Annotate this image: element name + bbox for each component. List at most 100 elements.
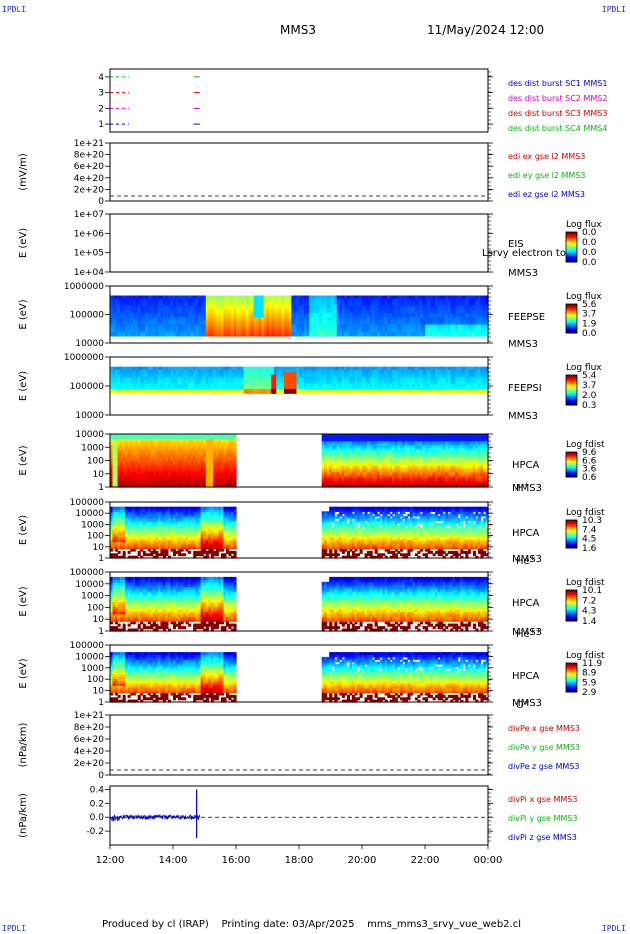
feepsi-ytick-label: 10000 [75,411,104,421]
edi-legend-entry: edi ex gse l2 MMS3 [508,152,585,161]
divpe-ytick-label: 6e+20 [74,735,105,745]
hpca_he2-spectrogram [110,577,489,632]
edi-ytick-label: 1e+21 [74,139,104,149]
feepse-colorbar-tick: 0.0 [582,329,597,339]
eis-ylabel: E (eV) [18,228,29,258]
divpe-ytick-label: 1e+21 [74,711,104,721]
hpca_o-ytick-label: 100 [87,675,104,685]
divpi-ylabel: (nPa/km) [18,793,29,838]
hpca_he-ytick-label: 10000 [75,509,104,519]
edi-legend-entry: edi ez gse l2 MMS3 [508,190,585,199]
eis-spacecraft-label: MMS3 [508,268,538,279]
divpi-ytick-label: -0.2 [86,827,104,837]
hpca_he-ytick-label: 100000 [70,498,105,508]
eis-overlay-text: Lsrvy electron to [482,248,566,259]
eis-ytick-label: 1e+07 [74,210,104,220]
edi-ytick-label: 4e+20 [74,174,105,184]
hpca_h-ytick-label: 10000 [75,430,104,440]
hpca_o-colorbar-tick: 2.9 [582,688,597,698]
feepsi-ylabel: E (eV) [18,371,29,401]
hpca_o-ylabel: E (eV) [18,658,29,688]
feepse-colorbar-tick: 3.7 [582,310,596,320]
divpe-ylabel: (nPa/km) [18,723,29,768]
time-tick-label: 00:00 [474,855,503,866]
feepse-spectrogram [110,296,489,337]
hpca_o-ytick-label: 10 [93,687,105,697]
edi-ylabel: (mV/m) [18,153,29,191]
divpe-ytick-label: 8e+20 [74,723,105,733]
hpca_he2-instrument-label: HPCA [512,598,540,609]
feepsi-spectrogram [110,367,489,394]
hpca_he-species-label: He+ [516,554,536,567]
feepsi-colorbar-tick: 3.7 [582,381,596,391]
time-tick-label: 16:00 [222,855,251,866]
burst-ytick-label: 4 [98,73,104,83]
time-tick-label: 20:00 [348,855,377,866]
feepse-ytick-label: 100000 [70,311,105,321]
edi-ytick-label: 6e+20 [74,162,105,172]
hpca_o-ytick-label: 10000 [75,652,104,662]
feepse-colorbar-tick: 1.9 [582,319,597,329]
divpe-legend-entry: divPe z gse MMS3 [508,762,579,771]
hpca_he-ytick-label: 1 [98,554,104,564]
eis-ytick-label: 1e+06 [74,229,105,239]
hpca_he2-colorbar-tick: 1.4 [582,617,597,627]
hpca_he-ylabel: E (eV) [18,515,29,545]
burst-legend-entry: des dist burst SC3 MMS3 [508,109,607,118]
hpca_he-instrument-label: HPCA [512,528,540,539]
divpe-legend-entry: divPe x gse MMS3 [508,724,580,733]
burst-ytick-label: 2 [98,104,104,114]
burst-ytick-label: 1 [98,120,104,130]
hpca_he-spectrogram [110,507,489,559]
feepse-spacecraft-label: MMS3 [508,339,538,350]
hpca_o-instrument-label: HPCA [512,671,540,682]
time-tick-label: 22:00 [411,855,440,866]
eis-colorbar-tick: 0.0 [582,258,597,268]
feepsi-colorbar-tick: 5.4 [582,371,597,381]
edi-panel-frame [110,143,488,201]
feepse-ytick-label: 1000000 [64,282,104,292]
feepsi-colorbar-tick: 0.3 [582,401,596,411]
feepse-colorbar-tick: 5.6 [582,300,597,310]
divpi-legend-entry: divPi x gse MMS3 [508,795,577,804]
hpca_o-colorbar-tick: 5.9 [582,678,597,688]
feepsi-ytick-label: 100000 [70,382,105,392]
divpi-ytick-label: 0.0 [90,813,105,823]
eis-panel-frame [110,214,488,272]
hpca_o-ytick-label: 100000 [70,641,105,651]
feepsi-spacecraft-label: MMS3 [508,411,538,422]
hpca_he2-colorbar-tick: 10.1 [582,586,602,596]
burst-legend-entry: des dist burst SC4 MMS4 [508,124,607,133]
divpe-legend-entry: divPe y gse MMS3 [508,743,580,752]
hpca_he-colorbar-tick: 1.6 [582,544,597,554]
divpi-z-trace [110,815,200,822]
divpi-legend-entry: divPi z gse MMS3 [508,833,577,842]
eis-colorbar-tick: 0.0 [582,238,597,248]
hpca_o-colorbar-tick: 8.9 [582,669,597,679]
hpca_he2-ylabel: E (eV) [18,586,29,616]
hpca_h-colorbar-tick: 0.6 [582,473,597,483]
edi-ytick-label: 8e+20 [74,151,105,161]
edi-ytick-label: 2e+20 [74,185,105,195]
eis-colorbar-tick: 0.0 [582,228,597,238]
hpca_he2-ytick-label: 1 [98,627,104,637]
hpca_he2-ytick-label: 100000 [70,568,105,578]
hpca_he2-ytick-label: 10 [93,615,105,625]
hpca_o-ytick-label: 1000 [81,664,104,674]
feepse-ylabel: E (eV) [18,299,29,329]
hpca_h-ytick-label: 100 [87,457,104,467]
feepsi-colorbar-tick: 2.0 [582,391,597,401]
time-tick-label: 18:00 [285,855,314,866]
feepse-ytick-label: 10000 [75,339,104,349]
divpe-ytick-label: 4e+20 [74,747,105,757]
hpca_o-colorbar-tick: 11.9 [582,659,602,669]
time-tick-label: 12:00 [96,855,125,866]
hpca_he2-ytick-label: 10000 [75,580,104,590]
hpca_h-ytick-label: 10 [93,470,105,480]
eis-ytick-label: 1e+04 [74,268,105,278]
divpe-ytick-label: 0 [98,771,104,781]
feepse-instrument-label: FEEPSE [508,312,545,323]
hpca_o-species-charge: + [524,698,530,706]
hpca_o-ytick-label: 1 [98,698,104,708]
